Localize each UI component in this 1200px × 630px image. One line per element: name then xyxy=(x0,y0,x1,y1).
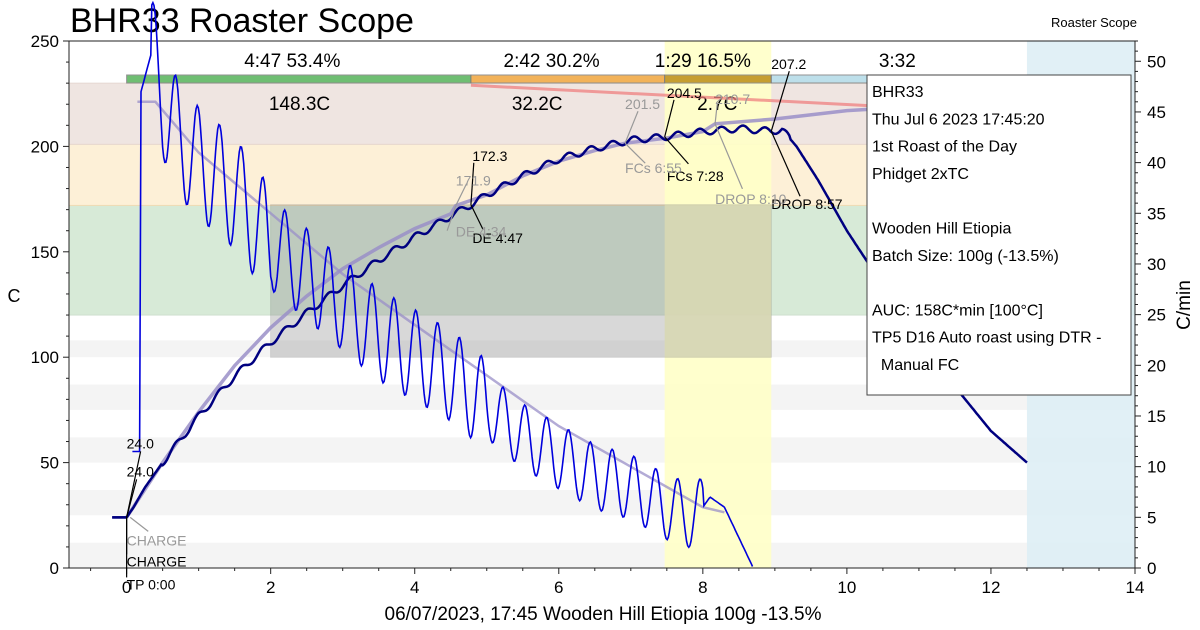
info-box-line: Thu Jul 6 2023 17:45:20 xyxy=(872,111,1045,128)
ror-line xyxy=(132,0,754,567)
phase-bar xyxy=(664,74,772,84)
phase-bars: 4:47 53.4% 148.3C 2:42 30.2% 32.2C 1:29 16.5… xyxy=(126,51,916,115)
x-tick-label: 4 xyxy=(410,578,419,597)
x-tick-label: 12 xyxy=(981,578,1000,597)
phase-time-label: 1:29 16.5% xyxy=(655,51,751,72)
info-box-line: Phidget 2xTC xyxy=(872,166,969,183)
y-left-tick-label: 250 xyxy=(31,32,59,51)
y-left-tick-label: 150 xyxy=(31,243,59,262)
stripe-band xyxy=(69,542,1135,568)
annotation-leader xyxy=(455,183,468,206)
info-box-line: Batch Size: 100g (-13.5%) xyxy=(872,248,1059,265)
annotation-leader xyxy=(624,111,639,144)
phase-bar xyxy=(470,74,666,84)
event-charge-label: CHARGE xyxy=(127,553,187,569)
background-rate-line xyxy=(470,83,883,108)
background-ror-line xyxy=(137,100,725,514)
event-charge-temp: 24.0 xyxy=(127,435,154,451)
y-right-tick-label: 0 xyxy=(1147,559,1156,578)
annotation-leader xyxy=(664,99,675,138)
x-tick-label: 10 xyxy=(837,578,856,597)
event-de-temp: 172.3 xyxy=(472,148,507,164)
x-tick-label: 8 xyxy=(698,578,707,597)
annotation-leader xyxy=(129,516,149,532)
bg-event-fcs-label: FCs 6:55 xyxy=(625,160,682,176)
y-right-tick-label: 35 xyxy=(1147,204,1166,223)
event-tp-temp: 24.0 xyxy=(127,463,154,479)
x-tick-label: 6 xyxy=(554,578,563,597)
y-right-tick-label: 50 xyxy=(1147,52,1166,71)
y-right-tick-label: 15 xyxy=(1147,407,1166,426)
info-box-line: TP5 D16 Auto roast using DTR - xyxy=(872,330,1101,347)
y-right-tick-label: 45 xyxy=(1147,103,1166,122)
phase-bar xyxy=(126,74,472,84)
phase-time-label: 3:32 xyxy=(879,51,916,72)
chart-title: BHR33 Roaster Scope xyxy=(70,2,414,40)
axes: 0 2 4 6 8 10 12 1405010015020025005101520253035… xyxy=(31,32,1166,597)
event-fcs-label: FCs 7:28 xyxy=(667,168,724,184)
bg-event-drop-temp: 210.7 xyxy=(715,91,750,107)
info-box-line: 1st Roast of the Day xyxy=(872,139,1017,156)
annotation-leader xyxy=(624,142,646,164)
y-left-tick-label: 100 xyxy=(31,348,59,367)
annotation-leader xyxy=(470,162,475,205)
bg-event-de-temp: 171.9 xyxy=(456,173,491,189)
event-drop-temp: 207.2 xyxy=(771,56,806,72)
event-tp-label: TP 0:00 xyxy=(127,576,176,592)
event-drop-label: DROP 8:57 xyxy=(771,196,843,212)
event-de-label: DE 4:47 xyxy=(472,230,523,246)
annotation-leader xyxy=(770,130,801,197)
annotation-leader xyxy=(664,136,689,165)
x-tick-label: 2 xyxy=(266,578,275,597)
bg-event-fcs-temp: 201.5 xyxy=(625,96,660,112)
y-right-tick-label: 30 xyxy=(1147,255,1166,274)
y-right-tick-label: 10 xyxy=(1147,458,1166,477)
info-box-line: Manual FC xyxy=(872,357,959,374)
y-left-tick-label: 200 xyxy=(31,137,59,156)
annotation-leader xyxy=(714,103,718,124)
info-box-frame xyxy=(866,74,1132,396)
y-right-tick-label: 5 xyxy=(1147,508,1156,527)
annotation-leader xyxy=(470,204,484,231)
y-left-tick-label: 50 xyxy=(40,454,59,473)
event-annotations: CHARGE TP 0:00 24.0 24.0 DE 4:47 172.3 FCs 7:2… xyxy=(126,56,843,592)
info-box-line: BHR33 xyxy=(872,84,924,101)
x-tick-label: 0 xyxy=(122,578,131,597)
roast-info-box: BHR33 Thu Jul 6 2023 17:45:20 1st Roast of… xyxy=(866,74,1132,396)
x-axis-title: 06/07/2023, 17:45 Wooden Hill Etiopia 10… xyxy=(385,604,822,625)
info-box-line: AUC: 158C*min [100°C] xyxy=(872,302,1043,319)
event-fcs-temp: 204.5 xyxy=(667,85,702,101)
y-left-tick-label: 0 xyxy=(50,559,59,578)
annotation-leader xyxy=(126,479,138,518)
info-box-line: Wooden Hill Etiopia xyxy=(872,221,1011,238)
bg-event-de-label: DE 4:34 xyxy=(456,224,507,240)
phase-time-label: 4:47 53.4% xyxy=(244,51,340,72)
stripe-band xyxy=(69,490,1135,516)
bg-event-drop-label: DROP 8:10 xyxy=(715,191,787,207)
bg-event-charge-label: CHARGE xyxy=(127,532,187,548)
phase-time-label: 2:42 30.2% xyxy=(504,51,600,72)
annotation-leader xyxy=(770,71,790,132)
y-right-axis-title: C/min xyxy=(1174,280,1195,330)
phase-temp-delta: 148.3C xyxy=(269,94,330,115)
y-right-tick-label: 40 xyxy=(1147,154,1166,173)
phase-temp-delta: 32.2C xyxy=(512,94,563,115)
y-left-axis-title: C xyxy=(8,286,21,306)
y-right-tick-label: 20 xyxy=(1147,356,1166,375)
corner-label: Roaster Scope xyxy=(1051,15,1137,30)
x-tick-label: 14 xyxy=(1126,578,1145,597)
annotation-leader xyxy=(714,123,744,190)
y-right-tick-label: 25 xyxy=(1147,306,1166,325)
annotation-leader xyxy=(446,205,457,231)
